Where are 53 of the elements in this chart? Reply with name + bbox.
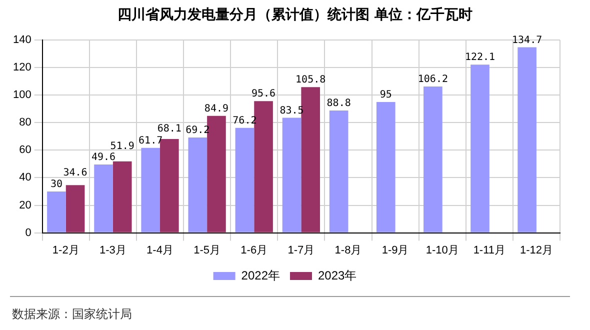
x-tick-label: 1-5月 [194, 244, 221, 256]
bar [470, 64, 490, 232]
data-label: 51.9 [110, 140, 134, 152]
y-tick-label: 0 [25, 226, 32, 239]
x-tick-label: 1-10月 [426, 244, 459, 256]
data-label: 134.7 [512, 34, 542, 46]
bar [424, 86, 442, 232]
bar [94, 164, 113, 232]
y-tick-label: 100 [12, 89, 32, 102]
x-tick-label: 1-11月 [473, 244, 506, 256]
source-note: 数据来源：国家统计局 [12, 306, 132, 323]
data-label: 88.8 [326, 98, 351, 110]
bar [47, 191, 66, 232]
chart-title: 四川省风力发电量分月（累计值）统计图 单位：亿千瓦时 [116, 6, 474, 24]
bar [518, 47, 536, 232]
x-tick-label: 1-2月 [52, 244, 80, 256]
legend-label: 2022年 [241, 268, 280, 282]
bar [235, 128, 254, 232]
y-tick-label: 40 [19, 172, 32, 184]
data-label: 122.1 [464, 52, 496, 64]
x-tick-label: 1-8月 [334, 244, 362, 256]
x-tick-label: 1-6月 [240, 244, 268, 256]
data-label: 68.1 [157, 124, 182, 135]
x-tick-label: 1-9月 [382, 244, 409, 256]
y-tick-label: 20 [19, 199, 32, 212]
bar [376, 102, 396, 232]
bar [141, 148, 160, 232]
x-tick-label: 1-7月 [288, 244, 315, 256]
x-tick-label: 1-4月 [146, 244, 174, 256]
y-tick-label: 60 [19, 144, 32, 156]
data-label: 30 [50, 179, 62, 190]
data-label: 49.6 [91, 152, 116, 164]
bar [207, 116, 226, 232]
data-label: 95.6 [251, 88, 276, 100]
bar [254, 101, 273, 232]
x-tick-label: 1-12月 [520, 244, 553, 256]
bar [329, 110, 348, 232]
data-label: 34.6 [63, 168, 88, 179]
bar [282, 118, 302, 232]
y-tick-label: 140 [12, 34, 32, 46]
bar [188, 138, 208, 232]
bar [112, 161, 132, 232]
data-label: 84.9 [204, 103, 229, 114]
data-label: 95 [380, 90, 392, 101]
y-tick-label: 80 [19, 116, 32, 129]
data-label: 105.8 [296, 74, 326, 86]
x-tick-label: 1-3月 [99, 244, 126, 256]
data-label: 106.2 [418, 74, 448, 86]
bar [301, 87, 320, 232]
y-tick-label: 120 [12, 62, 32, 74]
bar [160, 139, 179, 232]
legend-label: 2023年 [318, 268, 357, 282]
bar [66, 185, 85, 232]
